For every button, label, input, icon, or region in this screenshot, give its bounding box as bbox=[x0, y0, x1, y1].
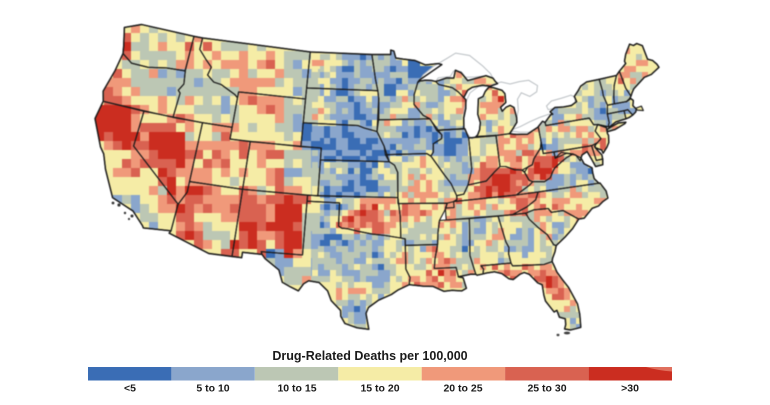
svg-text:5 to 10: 5 to 10 bbox=[196, 383, 229, 395]
svg-text:20 to 25: 20 to 25 bbox=[443, 383, 482, 395]
svg-text:10 to 15: 10 to 15 bbox=[277, 383, 316, 395]
svg-text:>30: >30 bbox=[621, 383, 639, 395]
svg-text:25 to 30: 25 to 30 bbox=[527, 383, 566, 395]
svg-text:<5: <5 bbox=[124, 383, 136, 395]
svg-text:15 to 20: 15 to 20 bbox=[360, 383, 399, 395]
svg-text:Drug-Related Deaths per 100,00: Drug-Related Deaths per 100,000 bbox=[272, 349, 467, 363]
